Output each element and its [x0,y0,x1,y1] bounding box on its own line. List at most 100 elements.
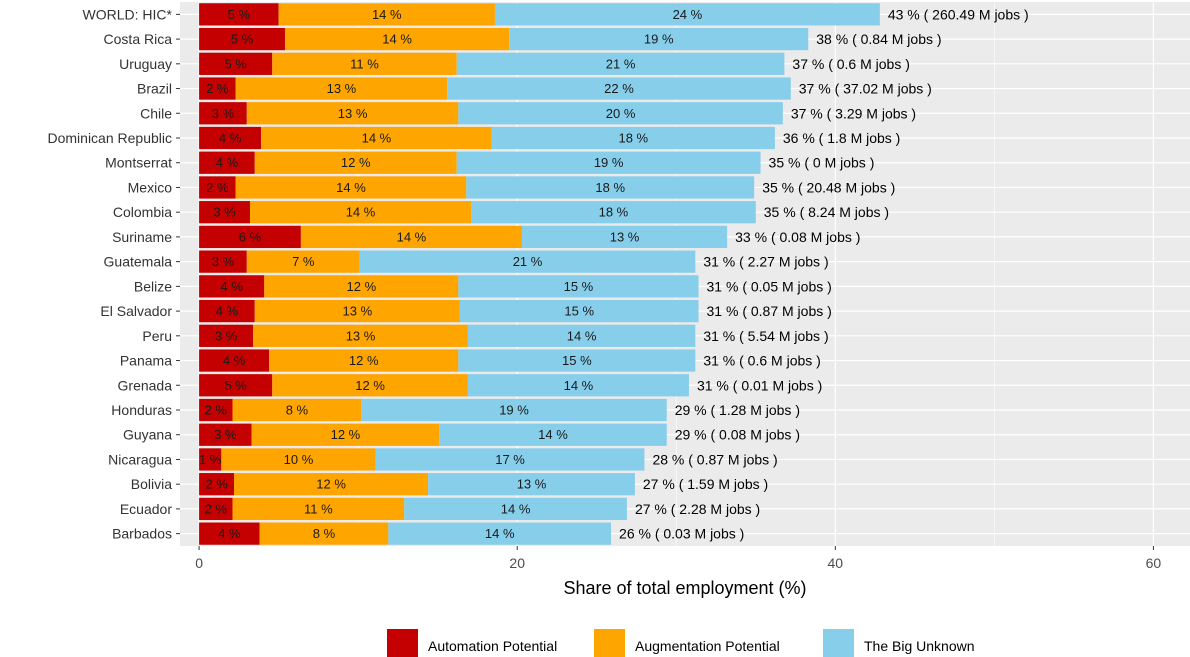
segment-labels: 5 % 14 % 24 % 5 % 14 % 19 % 5 % 11 % 21 % 2 % 13 %… [199,7,703,541]
segment-label: 3 % [215,328,238,343]
category-label: Chile [140,105,172,121]
total-label: 35 % ( 0 M jobs ) [769,155,875,171]
bar-segment [361,398,667,422]
bar-segment [456,52,785,75]
segment-label: 14 % [336,180,366,195]
segment-label: 14 % [397,229,427,244]
segment-label: 14 % [485,526,515,541]
bar-segment [199,275,265,298]
segment-label: 2 % [206,180,229,195]
category-label: Guatemala [104,254,173,270]
segment-label: 18 % [599,205,629,220]
segment-label: 17 % [495,452,525,467]
segment-label: 18 % [595,180,625,195]
bar-segment [259,522,389,545]
segment-label: 15 % [562,353,592,368]
segment-label: 4 % [220,279,243,294]
bar-segment [199,299,255,323]
bar-segment [404,497,627,521]
segment-label: 8 % [313,526,336,541]
bar-segment [254,151,457,174]
segment-label: 12 % [331,427,361,442]
segment-label: 12 % [316,477,346,492]
segment-label: 24 % [673,7,703,22]
bar-segment [471,201,756,224]
bar-segment [199,349,270,372]
segment-label: 11 % [350,56,379,71]
bar-segment [466,176,755,199]
bar-segment [388,522,612,545]
bar-segment [458,349,696,372]
segment-label: 13 % [338,106,368,121]
category-label: Guyana [123,427,172,443]
legend-swatch [594,629,625,657]
x-axis-ticks: 0 20 40 60 [195,546,1161,571]
x-tick-label: 40 [828,555,844,571]
bar-segment [199,250,247,273]
bar-segment [234,473,429,496]
segment-label: 7 % [292,254,315,269]
bar-segment [199,497,233,521]
segment-label: 3 % [212,254,235,269]
total-label: 27 % ( 2.28 M jobs ) [635,501,760,517]
segment-label: 5 % [224,56,247,71]
bar-segment [246,102,459,125]
segment-label: 12 % [347,279,377,294]
legend-label: Augmentation Potential [635,638,780,654]
bar-segment [459,299,699,323]
bar-segment [199,52,273,75]
category-label: Colombia [113,204,172,220]
segment-label: 4 % [216,304,239,319]
segment-label: 14 % [501,501,531,516]
segment-label: 14 % [564,378,594,393]
segment-label: 2 % [205,403,228,418]
segment-label: 2 % [205,477,228,492]
bar-segment [199,201,250,224]
category-label: Nicaragua [108,451,172,467]
bar-segment [261,126,492,150]
bar-segment [272,374,468,397]
segment-label: 13 % [517,477,547,492]
bar-segment [456,151,761,174]
bar-segment [232,398,362,422]
bar-segment [428,473,635,496]
segment-label: 13 % [327,81,357,96]
segment-label: 4 % [223,353,246,368]
bar-segment [467,374,689,397]
total-label: 31 % ( 0.87 M jobs ) [707,303,832,319]
segment-label: 20 % [606,106,636,121]
bar-segment [278,3,495,26]
legend: Automation Potential Augmentation Potenti… [387,629,975,657]
bar-segment [199,473,235,496]
x-tick-label: 20 [509,555,525,571]
bar-segment [491,126,775,150]
bar-segment [199,448,222,471]
segment-label: 10 % [284,452,314,467]
category-label: Costa Rica [104,31,173,47]
bar-segment [359,250,696,273]
bar-segment [284,27,510,51]
bar-segment [272,52,457,75]
category-label: Mexico [128,179,173,195]
segment-label: 3 % [212,106,235,121]
total-label: 35 % ( 20.48 M jobs ) [762,179,895,195]
bar-segment [199,77,236,100]
segment-label: 13 % [610,229,640,244]
bar-segment [439,423,667,446]
category-label: Suriname [112,229,172,245]
bar-segment [235,77,448,100]
segment-label: 21 % [606,56,636,71]
category-label: Ecuador [120,501,172,517]
segment-label: 15 % [564,304,594,319]
bar-segment [199,225,301,249]
x-tick-label: 60 [1146,555,1162,571]
segment-label: 12 % [341,155,371,170]
bar-segment [447,77,791,100]
total-label: 27 % ( 1.59 M jobs ) [643,476,768,492]
bar-segment [494,3,880,26]
total-label: 38 % ( 0.84 M jobs ) [816,31,941,47]
segment-label: 14 % [382,32,412,47]
bar-segment [458,275,699,298]
category-label: Brazil [137,81,172,97]
